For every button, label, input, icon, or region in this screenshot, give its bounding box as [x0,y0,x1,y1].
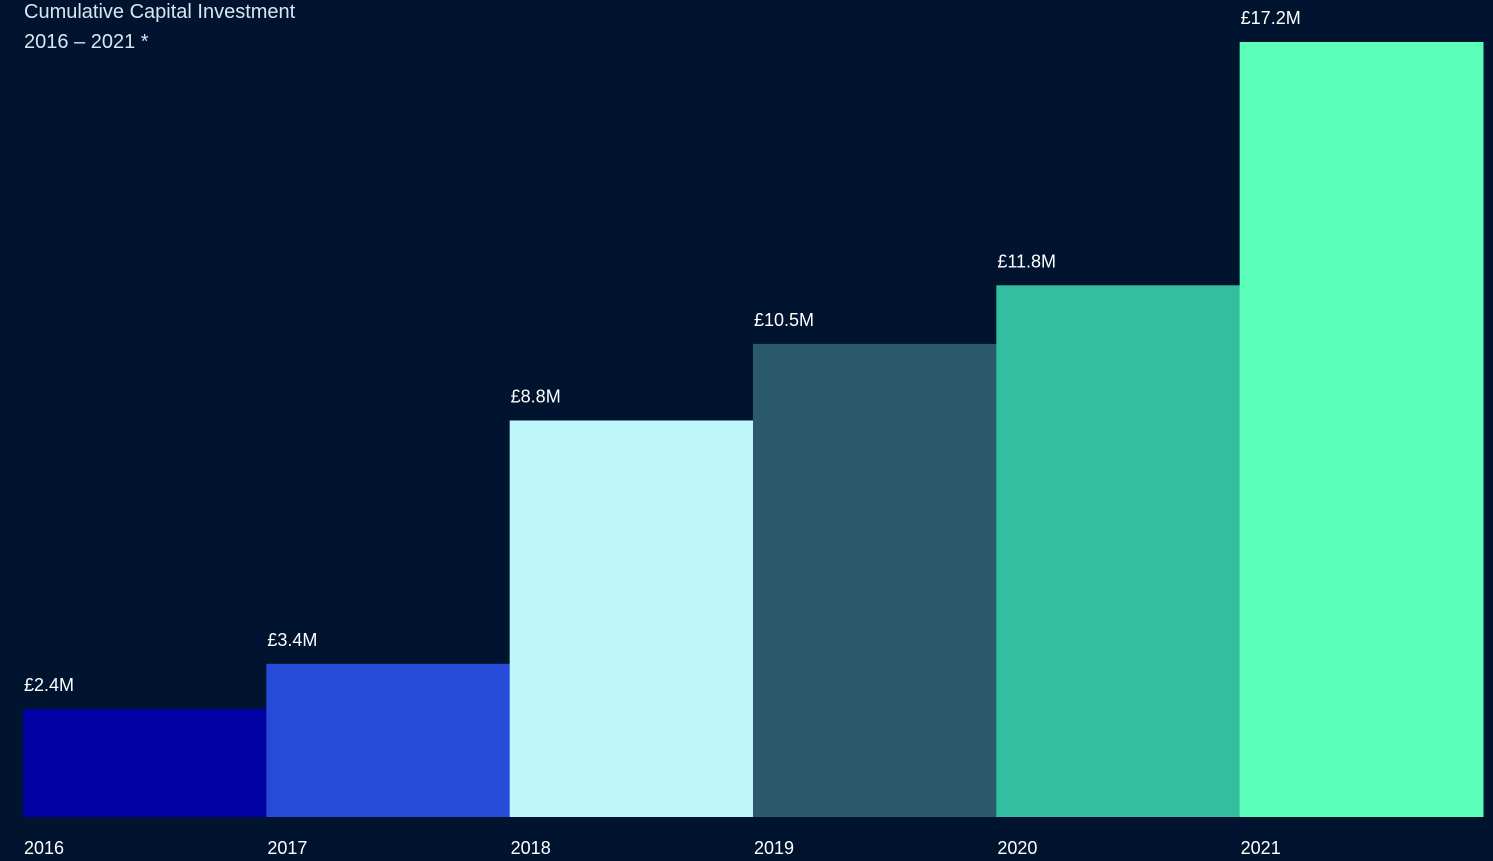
x-tick-label-2021: 2021 [1241,838,1281,858]
bar-2021 [1239,42,1484,817]
x-axis-tick-labels: 2016 2017 2018 2019 2020 2021 [24,838,1281,858]
bars-group [23,42,1484,817]
value-label-2021: £17.2M [1241,8,1301,28]
x-tick-label-2019: 2019 [754,838,794,858]
value-label-2016: £2.4M [24,675,74,695]
bar-2019 [753,343,997,817]
x-tick-label-2017: 2017 [267,838,307,858]
x-tick-label-2020: 2020 [997,838,1037,858]
chart-title: Cumulative Capital Investment [24,1,296,23]
value-label-2017: £3.4M [267,630,317,650]
value-labels-group: £2.4M £3.4M £8.8M £10.5M £11.8M £17.2M [24,8,1301,695]
value-label-2018: £8.8M [511,386,561,406]
chart-subtitle: 2016 – 2021 * [24,31,149,53]
bar-2017 [266,663,511,817]
bar-2020 [996,285,1241,817]
bar-2016 [23,708,267,817]
x-tick-label-2018: 2018 [511,838,551,858]
value-label-2020: £11.8M [997,251,1056,271]
value-label-2019: £10.5M [754,310,814,330]
bar-2018 [509,420,754,817]
x-tick-label-2016: 2016 [24,838,64,858]
